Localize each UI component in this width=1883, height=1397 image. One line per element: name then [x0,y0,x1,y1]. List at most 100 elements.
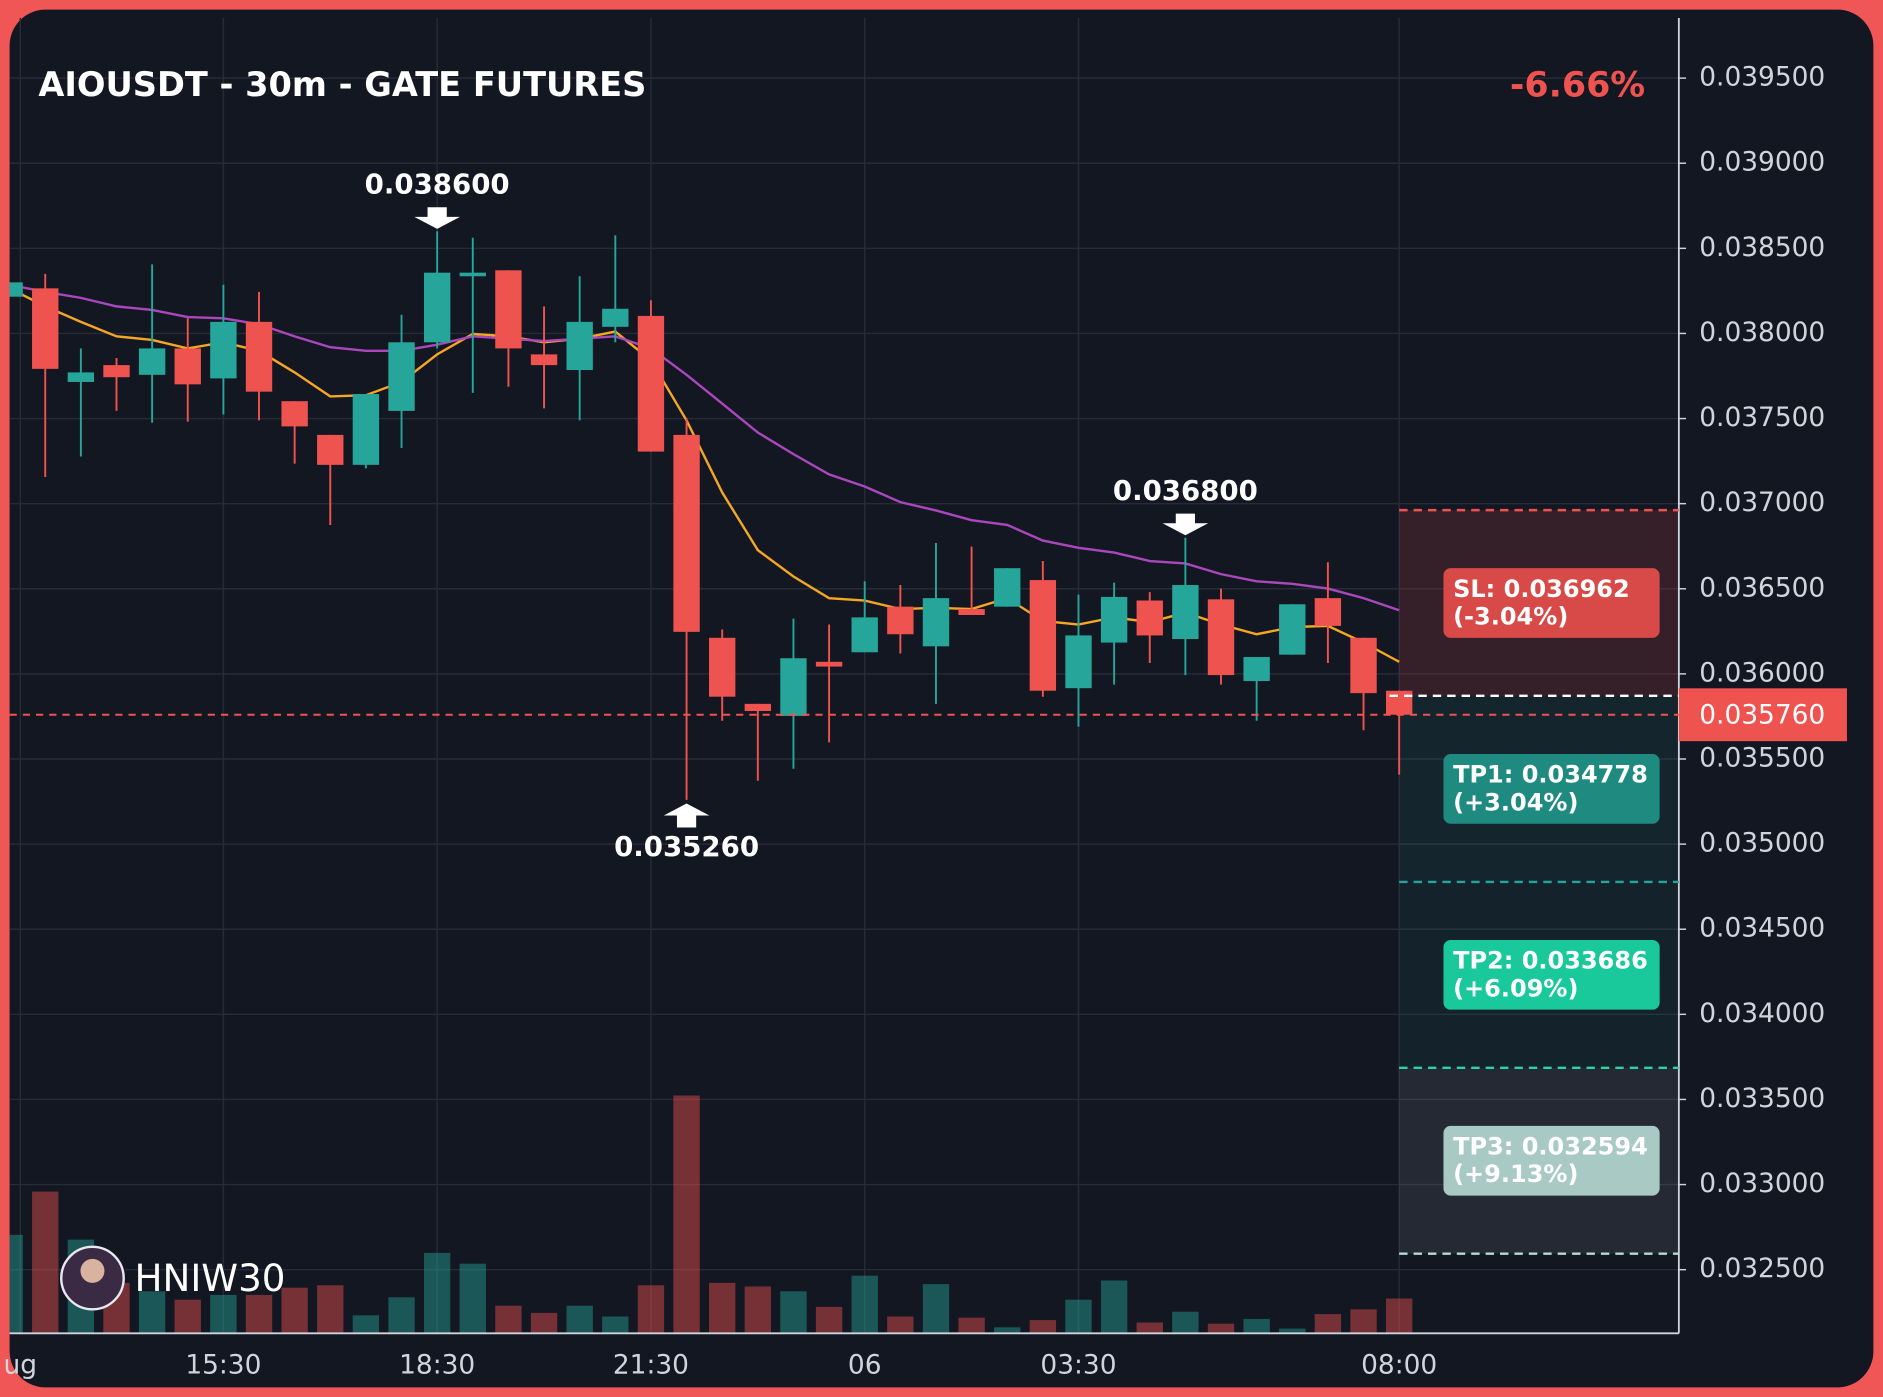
volume-bar [9,1234,23,1334]
candle-body [174,348,201,385]
x-tick-label: ug [4,1349,37,1380]
level-box [1443,568,1660,638]
candle-body [459,272,486,277]
candle-body [317,434,344,465]
candle-body [815,661,843,667]
candle-body [245,321,273,392]
level-label: SL: 0.036962 [1453,575,1630,603]
candle-body [1100,596,1128,643]
candle-body [281,401,308,427]
volume-bar [815,1306,843,1334]
moving-average [9,283,1400,612]
candle-body [922,598,950,647]
volume-bar [887,1316,914,1334]
annotation-arrow [663,803,710,828]
y-tick-label: 0.033000 [1699,1168,1825,1199]
candle-body [1172,585,1199,639]
candle-body [709,637,736,697]
volume-bar [1100,1280,1128,1334]
volume-bar [530,1312,558,1334]
volume-bar [1029,1320,1057,1334]
x-tick-label: 21:30 [613,1349,689,1380]
volume-bar [994,1327,1021,1334]
y-tick-label: 0.036500 [1699,572,1825,603]
volume-bar [922,1284,950,1334]
last-price-label: 0.035760 [1699,699,1825,730]
volume-bar [566,1305,593,1334]
candle-body [851,617,878,653]
annotation-arrow [1162,513,1209,536]
y-tick-label: 0.035000 [1699,828,1825,859]
volume-bar [210,1294,237,1334]
volume-bar [1207,1323,1235,1334]
candle-body [138,348,166,375]
level-box [1443,1125,1660,1196]
volume-bar [352,1315,380,1334]
volume-bar [744,1286,772,1334]
volume-bar [317,1285,344,1334]
candle-body [32,288,59,369]
candle-body [1314,598,1342,626]
candle-body [1207,599,1235,676]
volume-bar [1385,1298,1413,1334]
change-label: -6.66% [1510,65,1645,105]
candle-body [958,609,985,615]
volume-bar [495,1305,522,1334]
y-tick-label: 0.034000 [1699,998,1825,1029]
volume-bar [388,1297,415,1334]
y-tick-label: 0.036000 [1699,657,1825,688]
volume-bar [32,1191,59,1334]
candle-body [423,272,451,343]
y-tick-label: 0.039500 [1699,62,1825,93]
grid [9,18,1679,1334]
volume-bar [780,1291,807,1334]
axes [9,18,1680,1335]
volume-bar [602,1316,629,1334]
y-tick-label: 0.033500 [1699,1083,1825,1114]
volume-bar [138,1291,166,1334]
moving-average [9,287,1400,663]
volume-bar [245,1294,273,1334]
y-tick-label: 0.037000 [1699,487,1825,518]
candle-body [388,342,415,411]
volume-bar [1065,1299,1092,1334]
level-pct: (+3.04%) [1453,788,1578,816]
candle-body [994,568,1021,607]
candle-body [780,658,807,716]
volume-bar [174,1299,201,1334]
x-tick-label: 08:00 [1361,1349,1437,1380]
annotation-label: 0.035260 [614,830,759,863]
chart-title: AIOUSDT - 30m - GATE FUTURES [38,65,646,104]
candle-body [495,270,522,349]
candle-body [1385,690,1413,715]
candle-body [1029,580,1057,691]
annotation-label: 0.036800 [1113,474,1258,507]
candle-body [744,703,772,711]
volume-bar [637,1285,665,1334]
candle-body [673,434,700,632]
volume-bar [1243,1318,1270,1334]
candle-body [352,394,380,465]
watermark: HNIW30 [60,1245,285,1311]
overlay: 0.032500 0.033000 0.033500 0.034000 0.034500… [4,62,1847,1380]
volume-bar [958,1317,985,1334]
y-tick-label: 0.039000 [1699,147,1825,178]
candle-body [1350,637,1377,694]
candle-body [1136,600,1163,636]
volume-bar [1136,1322,1163,1334]
level-pct: (-3.04%) [1453,602,1568,630]
level-label: TP1: 0.034778 [1453,761,1648,789]
volume-bar [1279,1328,1306,1334]
volume-bar [673,1095,700,1334]
candle-body [530,354,558,366]
x-tick-label: 15:30 [185,1349,261,1380]
y-tick-label: 0.032500 [1699,1253,1825,1284]
volume-bar [459,1263,486,1334]
level-box [1443,940,1660,1010]
level-box [1443,754,1660,824]
volume-bar [851,1275,878,1334]
y-tick-label: 0.035500 [1699,742,1825,773]
last-price-box [1678,688,1847,742]
volume-bar [1314,1314,1342,1334]
